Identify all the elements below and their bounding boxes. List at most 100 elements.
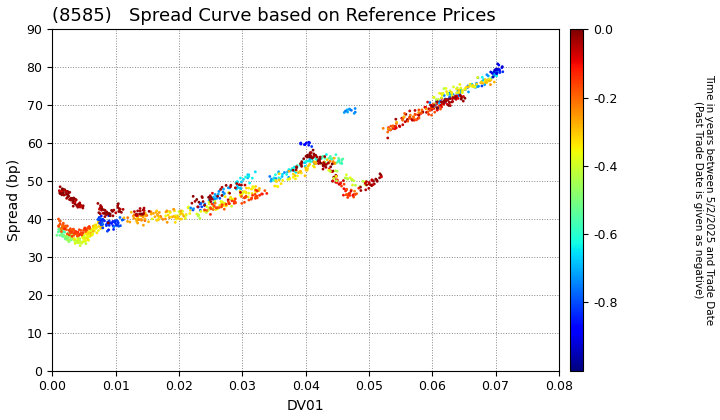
Point [76, 239, 87, 246]
Point [264, 173, 276, 180]
Point [149, 213, 161, 220]
Point [415, 110, 427, 116]
Point [96, 204, 107, 210]
Point [300, 160, 311, 166]
Point [487, 70, 498, 77]
Point [240, 185, 252, 192]
Point [138, 210, 150, 217]
Point [168, 206, 179, 213]
Point [199, 202, 210, 209]
Point [308, 153, 320, 160]
Point [116, 209, 127, 216]
Point [65, 228, 76, 235]
Point [423, 111, 434, 118]
Point [269, 183, 281, 189]
Point [73, 202, 85, 208]
Point [88, 225, 99, 231]
Point [292, 173, 303, 179]
Point [57, 223, 68, 229]
Point [96, 219, 108, 226]
Point [192, 203, 204, 210]
Point [112, 218, 123, 225]
Point [222, 197, 234, 203]
Point [104, 222, 115, 229]
Point [63, 232, 74, 239]
Point [171, 213, 183, 219]
Point [177, 211, 189, 218]
Point [387, 124, 399, 131]
Point [491, 70, 503, 77]
Point [140, 211, 151, 218]
Point [207, 190, 218, 197]
Point [435, 106, 446, 113]
Point [73, 239, 84, 246]
Point [441, 101, 453, 108]
Point [80, 238, 91, 244]
Point [442, 90, 454, 97]
Point [478, 76, 490, 83]
Point [273, 168, 284, 175]
Point [467, 83, 478, 90]
Point [404, 115, 415, 121]
Point [231, 180, 243, 187]
Point [171, 215, 182, 222]
Point [82, 232, 94, 239]
Point [314, 158, 325, 165]
Point [162, 208, 174, 215]
Point [328, 168, 339, 174]
Point [189, 198, 201, 205]
Point [80, 231, 91, 237]
Point [492, 66, 503, 73]
Point [253, 187, 265, 194]
Point [235, 192, 246, 199]
Point [230, 195, 241, 202]
Point [455, 87, 467, 93]
Point [66, 230, 78, 237]
Point [438, 98, 450, 105]
Point [58, 187, 69, 194]
Point [323, 167, 335, 173]
Point [89, 228, 100, 234]
Point [66, 195, 78, 202]
Point [69, 240, 81, 247]
Point [251, 194, 263, 201]
Point [112, 200, 124, 207]
Point [57, 224, 68, 231]
Point [282, 168, 293, 175]
Point [491, 72, 503, 79]
Point [83, 224, 94, 231]
Point [366, 177, 378, 184]
Point [371, 177, 382, 184]
Point [106, 207, 117, 214]
Point [80, 228, 91, 235]
Point [75, 231, 86, 237]
Point [212, 193, 223, 199]
Point [140, 212, 151, 218]
Point [63, 193, 75, 199]
Point [302, 152, 313, 158]
Point [438, 99, 450, 105]
Point [182, 205, 194, 211]
Point [305, 158, 316, 165]
Point [212, 205, 224, 211]
Point [283, 166, 294, 173]
Point [239, 199, 251, 206]
Point [343, 106, 355, 113]
Point [78, 226, 90, 232]
Point [53, 223, 64, 230]
Point [459, 87, 471, 93]
Point [58, 189, 69, 196]
Point [94, 217, 105, 223]
Point [450, 94, 462, 101]
Point [104, 213, 116, 219]
Point [84, 226, 96, 233]
Point [66, 195, 77, 202]
Point [85, 232, 96, 239]
Point [433, 90, 445, 97]
Point [73, 238, 84, 245]
Point [467, 82, 479, 89]
Point [236, 191, 248, 197]
Point [216, 184, 228, 191]
Point [95, 204, 107, 211]
Point [391, 120, 402, 127]
